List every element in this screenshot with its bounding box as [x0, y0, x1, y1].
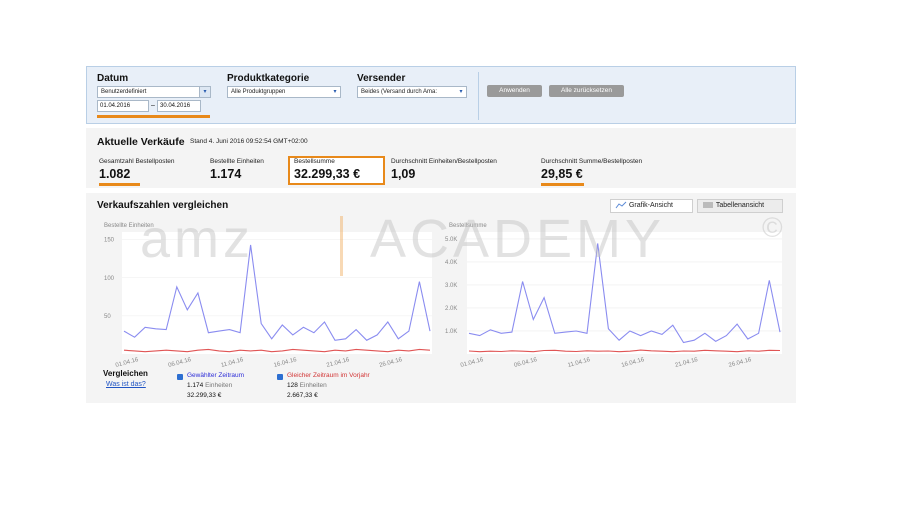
watermark-left: amz	[140, 209, 255, 269]
grafik-view-label: Grafik-Ansicht	[628, 202, 673, 209]
kpi-highlight-underline	[541, 183, 584, 186]
x-tick-label: 26.04.16	[728, 357, 753, 368]
kpi-value: 29,85 €	[541, 167, 583, 181]
legend-previous-units-value: 128	[287, 382, 298, 389]
date-separator: –	[151, 102, 155, 109]
grafik-view-button[interactable]: Grafik-Ansicht	[610, 199, 693, 213]
current-sales-section	[86, 128, 796, 188]
plot-area	[467, 232, 782, 354]
legend-selected-units-value: 1.174	[187, 382, 204, 389]
revenue-chart: Bestellsumme 1.0K 2.0K 3.0K 4.0K 5.0K 01.04.16…	[445, 223, 782, 368]
chart-title: Bestellsumme	[449, 223, 487, 229]
compare-title: Verkaufszahlen vergleichen	[97, 200, 229, 211]
series-line-1	[123, 348, 431, 353]
watermark-copyright: ©	[762, 212, 783, 243]
series-line-0	[123, 244, 431, 341]
kpi-value: 1.082	[99, 167, 131, 181]
kpi-label: Durchschnitt Einheiten/Bestellposten	[391, 158, 497, 165]
date-to-input[interactable]: 30.04.2016	[157, 100, 201, 112]
x-tick-label: 11.04.16	[567, 357, 591, 368]
kategorie-label: Produktkategorie	[227, 73, 310, 84]
plot-area	[122, 232, 432, 354]
kpi-value: 1.174	[210, 167, 242, 181]
kpi-highlight-underline	[99, 183, 140, 186]
checkbox-previous-period[interactable]	[277, 374, 283, 380]
legend-selected-units: 1.174 Einheiten	[187, 382, 232, 389]
y-tick-label: 2.0K	[445, 306, 457, 312]
x-tick-label: 16.04.16	[621, 357, 646, 368]
versender-select-value: Beides (Versand durch Ama:	[361, 89, 438, 95]
datum-select-value: Benutzerdefiniert	[101, 89, 147, 95]
sales-timestamp: Stand 4. Juni 2016 09:52:54 GMT+02:00	[190, 138, 308, 145]
x-tick-label: 26.04.16	[379, 357, 404, 368]
reset-button[interactable]: Alle zurücksetzen	[549, 85, 624, 97]
x-tick-label: 06.04.16	[168, 357, 193, 368]
units-chart: Bestellte Einheiten 50 100 150 01.04.16 06.04…	[104, 223, 432, 368]
legend-selected-sum: 32.299,33 €	[187, 392, 222, 399]
y-tick-label: 50	[104, 314, 111, 320]
legend-previous-sum: 2.667,33 €	[287, 392, 318, 399]
kategorie-select[interactable]: Alle Produktgruppen ▾	[227, 86, 341, 98]
kpi-label: Durchschnitt Summe/Bestellposten	[541, 158, 643, 165]
kpi-value: 1,09	[391, 167, 416, 181]
series-line-1	[468, 349, 781, 353]
y-tick-label: 100	[104, 276, 115, 282]
y-tick-label: 3.0K	[445, 283, 457, 289]
y-tick-label: 5.0K	[445, 237, 457, 243]
chevron-down-icon: ▾	[330, 87, 340, 97]
chevron-down-icon: ▾	[456, 87, 466, 97]
y-tick-label: 4.0K	[445, 260, 457, 266]
apply-button[interactable]: Anwenden	[487, 85, 542, 97]
x-tick-label: 21.04.16	[326, 357, 351, 368]
legend-previous-units: 128 Einheiten	[287, 382, 327, 389]
was-ist-das-link[interactable]: Was ist das?	[106, 381, 146, 388]
tabelle-view-label: Tabellenansicht	[715, 202, 765, 209]
kpi-label: Bestellsumme	[294, 158, 335, 165]
watermark-right: ACADEMY	[370, 209, 666, 269]
kpi-label: Bestellte Einheiten	[210, 158, 264, 165]
legend-selected-units-word: Einheiten	[205, 382, 233, 389]
y-tick-label: 150	[104, 238, 115, 244]
table-icon	[703, 202, 713, 209]
vergleichen-label: Vergleichen	[103, 369, 148, 378]
series-line-0	[468, 243, 781, 344]
datum-label: Datum	[97, 73, 129, 84]
versender-select[interactable]: Beides (Versand durch Ama: ▾	[357, 86, 467, 98]
date-from-input[interactable]: 01.04.2016	[97, 100, 149, 112]
x-tick-label: 21.04.16	[674, 357, 699, 368]
sales-title: Aktuelle Verkäufe	[97, 136, 185, 148]
datum-highlight-underline	[97, 115, 210, 118]
legend-previous-units-word: Einheiten	[299, 382, 327, 389]
kategorie-select-value: Alle Produktgruppen	[231, 89, 286, 95]
checkbox-selected-period[interactable]	[177, 374, 183, 380]
chevron-down-icon: ▾	[199, 87, 210, 97]
kpi-highlight-box	[288, 156, 385, 185]
x-tick-label: 11.04.16	[220, 357, 244, 368]
legend-selected-name: Gewählter Zeitraum	[187, 372, 245, 379]
x-tick-label: 06.04.16	[514, 357, 539, 368]
chart-title: Bestellte Einheiten	[104, 223, 154, 229]
y-tick-label: 1.0K	[445, 329, 457, 335]
x-tick-label: 16.04.16	[273, 357, 298, 368]
watermark-divider	[340, 216, 343, 276]
x-tick-label: 01.04.16	[115, 357, 140, 368]
datum-select[interactable]: Benutzerdefiniert ▾	[97, 86, 211, 98]
versender-label: Versender	[357, 73, 406, 84]
kpi-label: Gesamtzahl Bestellposten	[99, 158, 175, 165]
kpi-value: 32.299,33 €	[294, 167, 361, 181]
filter-divider	[478, 72, 479, 120]
line-chart-icon	[615, 201, 627, 209]
x-tick-label: 01.04.16	[460, 357, 485, 368]
tabelle-view-button[interactable]: Tabellenansicht	[697, 199, 783, 213]
legend-previous-name: Gleicher Zeitraum im Vorjahr	[287, 372, 370, 379]
